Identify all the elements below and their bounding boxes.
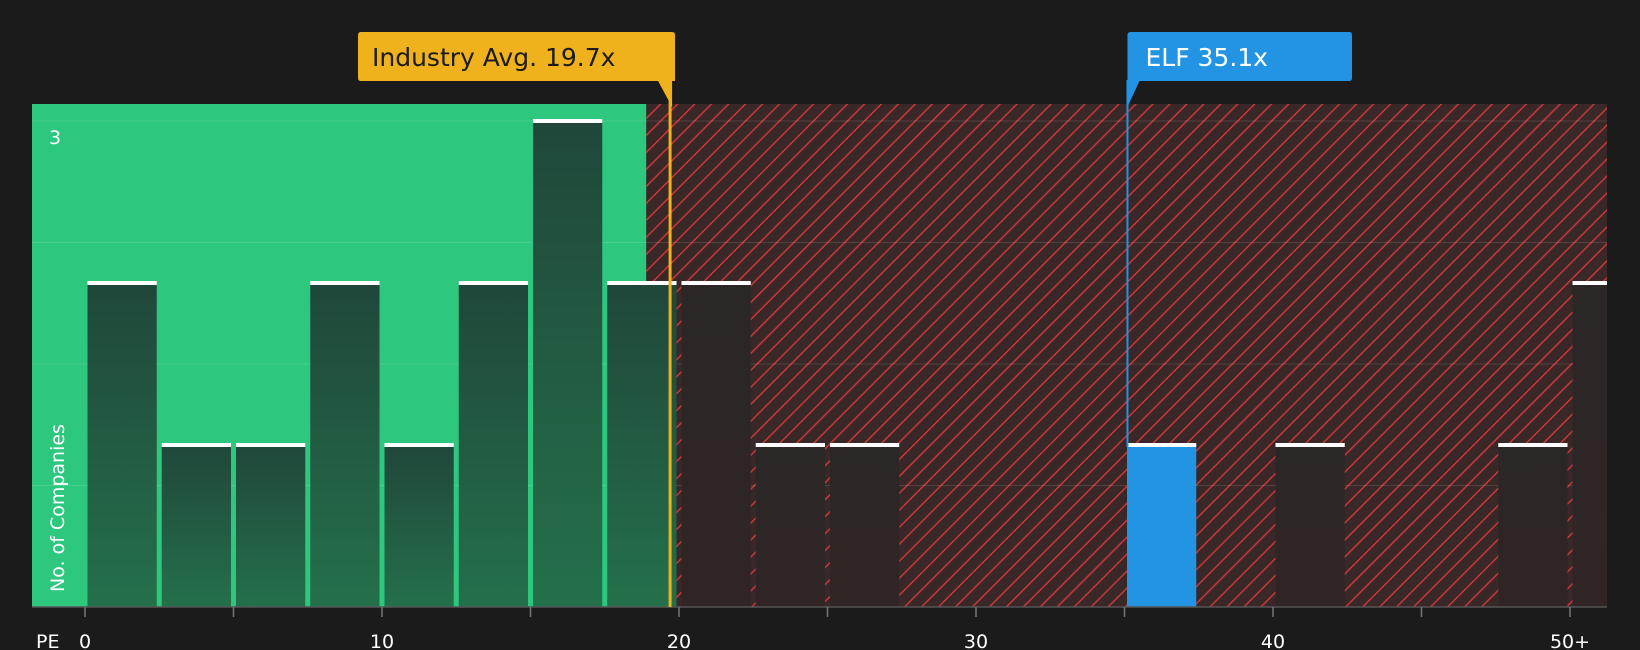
histogram-bar xyxy=(1275,445,1345,607)
company-label: ELF 35.1x xyxy=(1145,43,1268,72)
bars xyxy=(87,121,1607,607)
bar-top-marker xyxy=(1127,443,1197,447)
x-tick-label: 30 xyxy=(964,631,988,650)
industry-avg-callout-box xyxy=(358,32,675,107)
x-tick-label: 20 xyxy=(667,631,691,650)
bar-top-marker xyxy=(1572,281,1607,285)
industry-avg-callout: Industry Avg. 19.7x xyxy=(358,32,675,107)
bar-top-marker xyxy=(755,443,825,447)
histogram-bar xyxy=(607,283,677,607)
histogram-bar xyxy=(1572,283,1607,607)
bar-top-marker xyxy=(384,443,454,447)
bar-top-marker xyxy=(161,443,231,447)
x-tick-label: 0 xyxy=(79,631,91,650)
histogram-bar xyxy=(1498,445,1568,607)
bar-top-marker xyxy=(1275,443,1345,447)
y-tick-label: 3 xyxy=(49,127,61,149)
bar-top-marker xyxy=(681,281,751,285)
industry-avg-label: Industry Avg. 19.7x xyxy=(372,43,615,72)
bar-top-marker xyxy=(1498,443,1568,447)
x-tick-label: 10 xyxy=(370,631,394,650)
x-tick-label: 50+ xyxy=(1550,631,1590,650)
bar-top-marker xyxy=(830,443,900,447)
y-axis-label: No. of Companies xyxy=(47,424,69,592)
x-axis-label: PE xyxy=(36,631,59,650)
bar-top-marker xyxy=(607,281,677,285)
histogram-bar xyxy=(384,445,454,607)
histogram-bar xyxy=(830,445,900,607)
x-ticks: 0 10 20 30 40 50+ xyxy=(79,607,1590,650)
histogram-bar xyxy=(1127,445,1197,607)
histogram-bar xyxy=(310,283,380,607)
histogram-bar xyxy=(533,121,603,607)
bar-top-marker xyxy=(87,281,157,285)
bar-top-marker xyxy=(458,281,528,285)
histogram-bar xyxy=(681,283,751,607)
bar-top-marker xyxy=(236,443,306,447)
company-callout-box xyxy=(1127,32,1352,107)
bar-tops xyxy=(87,119,1607,447)
histogram-bar xyxy=(87,283,157,607)
x-tick-label: 40 xyxy=(1261,631,1285,650)
bar-top-marker xyxy=(533,119,603,123)
company-callout: ELF 35.1x xyxy=(1127,32,1352,107)
histogram-bar xyxy=(236,445,306,607)
bar-top-marker xyxy=(310,281,380,285)
histogram-bar xyxy=(755,445,825,607)
histogram-bar xyxy=(458,283,528,607)
histogram-bar xyxy=(161,445,231,607)
